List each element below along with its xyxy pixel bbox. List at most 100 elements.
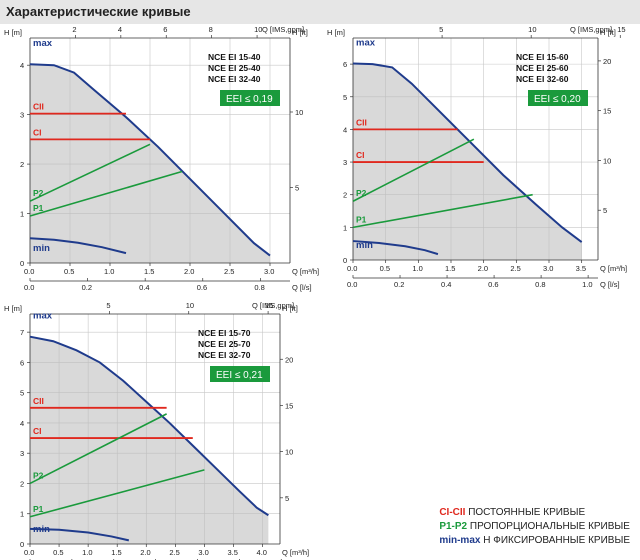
tick-label-gpm: 15	[617, 25, 625, 34]
tick-label-gpm: 2	[72, 25, 76, 34]
tick-label-m3h: 3.0	[264, 267, 274, 276]
tick-label-ls: 0.6	[197, 283, 207, 292]
tick-label-ls: 0.0	[24, 283, 34, 292]
tick-label-m3h: 1.5	[445, 264, 455, 273]
curve-proportional-p1	[29, 469, 205, 518]
tick-label-ls: 0.2	[82, 283, 92, 292]
axis-label-h-right: H [ft]	[292, 28, 308, 37]
axis-label-m3h: Q [m³/h]	[292, 267, 319, 276]
label-max: max	[33, 38, 53, 49]
tick-label-h: 4	[343, 125, 347, 134]
tick-label-ls: 0.2	[394, 280, 404, 289]
tick-label-m3h: 1.5	[111, 548, 121, 557]
eei-label: EEI ≤ 0,19	[226, 94, 273, 105]
tick-label-ft: 10	[603, 156, 611, 165]
curve-min	[29, 527, 130, 542]
tick-label-ft: 20	[285, 355, 293, 364]
axis-label-h-right: H [ft]	[600, 28, 616, 37]
legend-code: P1-P2	[439, 521, 468, 532]
tick-label-gpm: 10	[186, 301, 194, 310]
tick-label-ls: 0.8	[535, 280, 545, 289]
legend-text: ПРОПОРЦИОНАЛЬНЫЕ КРИВЫЕ	[469, 521, 630, 532]
tick-label-gpm: 6	[163, 25, 167, 34]
tick-label-m3h: 3.0	[543, 264, 553, 273]
tick-label-m3h: 2.0	[478, 264, 488, 273]
axis-label-gpm: Q [IMS,gpm]	[262, 25, 304, 34]
label-min: min	[33, 524, 50, 535]
legend: CI-CII ПОСТОЯННЫЕ КРИВЫЕ P1-P2 ПРОПОРЦИО…	[439, 506, 630, 548]
label-ci: CI	[356, 150, 365, 160]
tick-label-ls: 0.4	[441, 280, 451, 289]
tick-label-gpm: 5	[439, 25, 443, 34]
tick-label-gpm: 10	[254, 25, 262, 34]
label-ci: CI	[33, 426, 42, 436]
tick-label-m3h: 0.0	[347, 264, 357, 273]
tick-label-h: 1	[20, 510, 24, 519]
tick-label-gpm: 5	[106, 301, 110, 310]
eei-badge	[528, 90, 588, 106]
legend-text: Н ФИКСИРОВАННЫЕ КРИВЫЕ	[483, 535, 630, 546]
model-name: NCE EI 32-70	[198, 350, 251, 360]
tick-label-m3h: 1.0	[82, 548, 92, 557]
tick-label-h: 0	[20, 540, 24, 549]
legend-item-fixed: min-max Н ФИКСИРОВАННЫЕ КРИВЫЕ	[439, 534, 630, 548]
tick-label-m3h: 2.0	[184, 267, 194, 276]
tick-label-m3h: 2.5	[169, 548, 179, 557]
curve-proportional-p2	[29, 143, 151, 202]
tick-label-ls: 1.0	[582, 280, 592, 289]
tick-label-h: 2	[20, 160, 24, 169]
curve-proportional-p2	[29, 413, 167, 485]
tick-label-h: 0	[343, 256, 347, 265]
tick-label-h: 6	[20, 358, 24, 367]
chart-panel-2: 0 1 2 3 4 5 6 H [m] 5 10 15 20 H [ft] 5 10 15 Q [IMS,gpm…	[327, 25, 627, 289]
label-p1: P1	[33, 504, 44, 514]
label-cii: CII	[33, 396, 44, 406]
curve-proportional-p1	[352, 193, 533, 229]
axis-label-h-left: H [m]	[4, 28, 22, 37]
tick-label-ft: 15	[285, 401, 293, 410]
curve-min	[29, 237, 127, 255]
curve-min	[352, 240, 439, 256]
tick-label-gpm: 8	[209, 25, 213, 34]
axis-label-ls: Q [l/s]	[600, 280, 620, 289]
legend-item-constant: CI-CII ПОСТОЯННЫЕ КРИВЫЕ	[439, 506, 630, 520]
eei-badge	[210, 366, 270, 382]
curve-max	[352, 62, 583, 243]
tick-label-h: 5	[343, 93, 347, 102]
tick-label-h: 1	[343, 223, 347, 232]
tick-label-ft: 10	[295, 108, 303, 117]
tick-label-h: 3	[20, 111, 24, 120]
eei-label: EEI ≤ 0,20	[534, 94, 581, 105]
legend-code: min-max	[439, 535, 481, 546]
tick-label-m3h: 0.0	[24, 267, 34, 276]
tick-label-m3h: 3.0	[198, 548, 208, 557]
curve-max	[29, 335, 269, 517]
eei-badge	[220, 90, 280, 106]
tick-label-ls: 0.8	[254, 283, 264, 292]
tick-label-ft: 5	[295, 183, 299, 192]
tick-label-h: 2	[343, 191, 347, 200]
tick-label-h: 4	[20, 61, 24, 70]
working-area	[30, 336, 269, 544]
tick-label-m3h: 0.5	[53, 548, 63, 557]
axis-label-h-right: H [ft]	[282, 304, 298, 313]
curve-proportional-p2	[352, 138, 475, 202]
tick-label-ft: 15	[603, 107, 611, 116]
model-name: NCE EI 32-40	[208, 74, 261, 84]
axis-label-h-left: H [m]	[4, 304, 22, 313]
legend-text: ПОСТОЯННЫЕ КРИВЫЕ	[468, 507, 586, 518]
tick-label-m3h: 2.0	[140, 548, 150, 557]
model-name: NCE EI 32-60	[516, 74, 569, 84]
axis-label-m3h: Q [m³/h]	[282, 548, 309, 557]
tick-label-m3h: 3.5	[227, 548, 237, 557]
tick-label-m3h: 0.0	[24, 548, 34, 557]
tick-label-m3h: 1.5	[144, 267, 154, 276]
label-p2: P2	[33, 188, 44, 198]
tick-label-m3h: 2.5	[224, 267, 234, 276]
eei-label: EEI ≤ 0,21	[216, 370, 263, 381]
model-name: NCE EI 25-70	[198, 339, 251, 349]
label-max: max	[356, 37, 376, 48]
tick-label-gpm: 15	[265, 301, 273, 310]
